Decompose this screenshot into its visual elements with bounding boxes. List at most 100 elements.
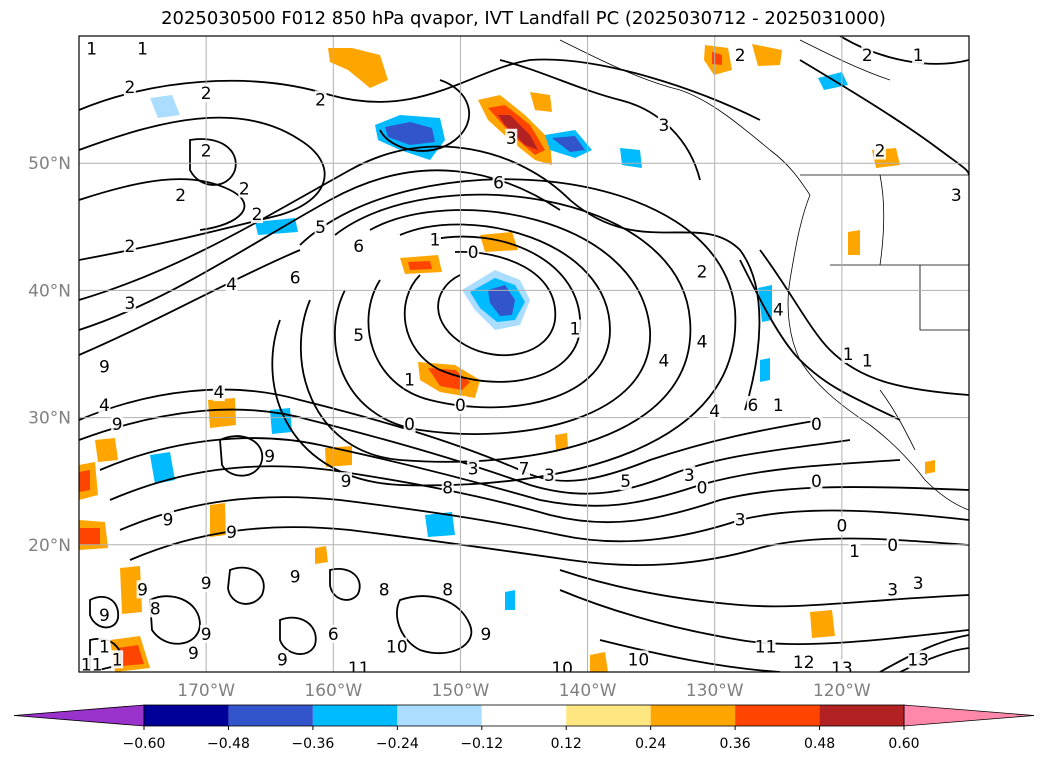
- contour-label: 9: [341, 472, 352, 492]
- contour-label-bg: [810, 472, 823, 491]
- contour-label-bg: [467, 459, 480, 478]
- contour-label: 10: [386, 638, 408, 658]
- coastline: [879, 389, 916, 451]
- coastline: [879, 174, 885, 266]
- contour-label-bg: [403, 414, 416, 433]
- contour-line: [79, 116, 326, 261]
- contour-label-bg: [200, 624, 213, 643]
- coastline: [559, 39, 811, 196]
- contour-line: [99, 437, 901, 507]
- contour-label: 2: [124, 78, 135, 98]
- contour-label: 9: [112, 415, 123, 435]
- contour-label-bg: [755, 637, 776, 656]
- contour-line: [499, 59, 701, 181]
- contour-label: 3: [506, 129, 517, 149]
- anomaly-patch: [408, 261, 432, 270]
- contour-line: [329, 568, 361, 601]
- contour-label: 1: [430, 231, 441, 251]
- colorbar: −0.60 −0.48 −0.36 −0.24 −0.12 0.12 0.24 0.36 0.4…: [13, 704, 1035, 752]
- colorbar-tick-label: 0.48: [804, 736, 835, 752]
- contour-label: 0: [468, 243, 479, 263]
- longitude-tick-label: 160°W: [304, 681, 362, 701]
- contour-layer: [79, 36, 969, 672]
- contour-label-bg: [98, 357, 111, 376]
- contour-label: 9: [201, 574, 212, 594]
- contour-label: 2: [697, 262, 708, 282]
- contour-label: 11: [755, 638, 777, 658]
- contour-label-bg: [454, 395, 467, 414]
- contour-label: 8: [442, 479, 453, 499]
- contour-line: [79, 249, 301, 356]
- contour-label: 9: [277, 650, 288, 670]
- contour-line: [396, 595, 473, 655]
- contour-label: 1: [99, 638, 110, 658]
- contour-label: 1: [913, 46, 924, 66]
- colorbar-tick-label: −0.36: [291, 736, 334, 752]
- anomaly-patch: [328, 48, 388, 88]
- contour-label-bg: [352, 325, 365, 344]
- contour-label-bg: [708, 402, 721, 421]
- anomaly-patch: [590, 652, 608, 672]
- contour-label: 2: [201, 141, 212, 161]
- contour-label-bg: [136, 580, 149, 599]
- contour-label: 0: [811, 415, 822, 435]
- contour-label-bg: [683, 465, 696, 484]
- contour-label-bg: [98, 395, 111, 414]
- contour-label: 4: [658, 351, 669, 371]
- contour-label-bg: [200, 573, 213, 592]
- longitude-tick-label: 140°W: [559, 681, 617, 701]
- anomaly-patch: [488, 285, 515, 316]
- contour-label: 1: [773, 396, 784, 416]
- colorbar-segment: [735, 705, 820, 726]
- contour-label-bg: [251, 205, 263, 224]
- longitude-tick-label: 120°W: [813, 681, 871, 701]
- contour-label-bg: [746, 395, 759, 414]
- contour-label-bg: [123, 77, 136, 96]
- contour-label: 1: [137, 40, 148, 60]
- contour-label: 7: [519, 459, 530, 479]
- colorbar-segment: [481, 705, 567, 726]
- contour-line: [599, 639, 781, 672]
- contour-label: 9: [290, 568, 301, 588]
- contour-label: 1: [112, 650, 123, 670]
- latitude-tick-label: 20°N: [28, 536, 71, 556]
- contour-label: 3: [913, 574, 924, 594]
- contour-label: 8: [442, 580, 453, 600]
- contour-label-bg: [619, 472, 632, 491]
- longitude-tick-label: 150°W: [432, 681, 490, 701]
- contour-label-bg: [441, 478, 454, 497]
- contour-label-bg: [441, 580, 454, 599]
- contour-label: 9: [188, 644, 199, 664]
- contour-label: 2: [201, 84, 212, 104]
- colorbar-tick-label: 0.12: [551, 736, 582, 752]
- contour-line: [219, 435, 263, 477]
- contour-line: [437, 251, 556, 357]
- plot-frame: [78, 35, 970, 673]
- contour-label: 6: [328, 625, 339, 645]
- contour-label-bg: [657, 116, 670, 135]
- contour-label-bg: [123, 294, 136, 313]
- colorbar-extend-low: [13, 704, 145, 727]
- colorbar-tick-label: −0.24: [376, 736, 419, 752]
- contour-label-bg: [162, 510, 174, 529]
- contour-label-bg: [225, 275, 238, 294]
- contour-label-bg: [568, 319, 581, 338]
- contour-label: 3: [468, 459, 479, 479]
- contour-label: 5: [315, 218, 326, 238]
- contour-label: 2: [735, 46, 746, 66]
- contour-label-bg: [831, 659, 852, 672]
- contour-label: 1: [843, 345, 854, 365]
- anomaly-patch: [620, 148, 642, 168]
- contour-label-bg: [340, 472, 352, 491]
- longitude-tick-label: 130°W: [686, 681, 744, 701]
- contour-label-bg: [552, 659, 573, 672]
- latitude-tick-label: 30°N: [28, 409, 71, 429]
- contour-label: 2: [124, 237, 135, 257]
- contour-label: 3: [951, 186, 962, 206]
- contour-label: 3: [544, 466, 555, 486]
- contour-line: [227, 566, 265, 605]
- contour-line: [109, 465, 969, 524]
- contour-label-bg: [628, 650, 649, 669]
- contour-label-bg: [386, 637, 407, 656]
